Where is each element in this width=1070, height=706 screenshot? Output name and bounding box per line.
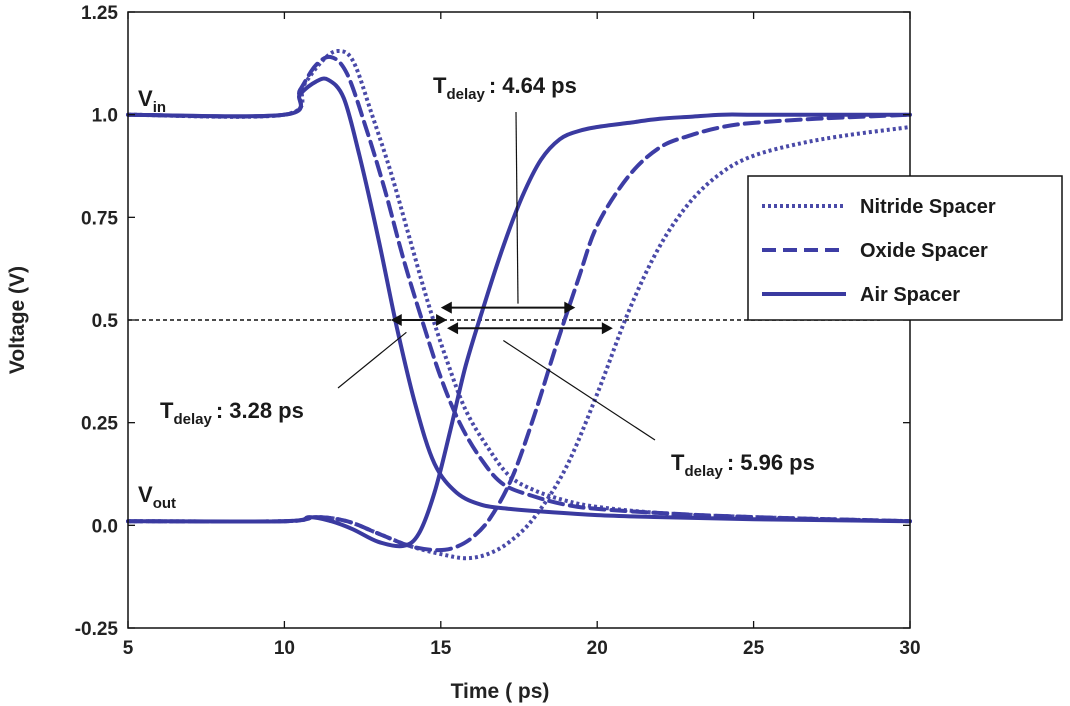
delay-label-main: T (671, 450, 685, 475)
delay-arrow-head-right (564, 301, 576, 314)
delay-arrow-head-right (436, 314, 448, 326)
legend-item: Air Spacer (762, 284, 960, 306)
x-axis-title: Time ( ps) (451, 680, 550, 703)
y-tick-label: 0.25 (81, 414, 118, 435)
delay-label-5-96: Tdelay: 5.96 ps (671, 450, 815, 480)
series-line-vout (126, 112, 912, 553)
series-oxide-spacer (126, 54, 912, 553)
legend-label: Air Spacer (860, 284, 960, 306)
x-tick-label: 15 (430, 638, 452, 659)
y-tick-label: 1.25 (81, 3, 118, 24)
legend-item: Oxide Spacer (762, 240, 988, 262)
delay-label-value: : 4.64 ps (489, 73, 577, 98)
series-line-vout (126, 112, 912, 549)
legend-item: Nitride Spacer (762, 196, 996, 218)
delay-label-3-28: Tdelay: 3.28 ps (160, 398, 304, 428)
delay-label-value: : 5.96 ps (727, 450, 815, 475)
delay-arrow-head-left (447, 322, 459, 335)
y-tick-label: 1.0 (92, 106, 118, 127)
delay-label-4-64: Tdelay: 4.64 ps (433, 73, 577, 103)
x-tick-label: 25 (743, 638, 765, 659)
delay-label-main: T (160, 398, 174, 423)
delay-arrow-3-28 (390, 314, 448, 326)
series-nitride-spacer (127, 48, 911, 561)
y-tick-label: 0.0 (92, 516, 118, 537)
delay-arrow-head-left (390, 314, 402, 326)
curve-label-sub: out (153, 495, 176, 512)
legend-label: Oxide Spacer (860, 240, 988, 262)
delay-label-sub: delay (173, 411, 212, 428)
x-tick-label: 10 (274, 638, 295, 659)
legend: Nitride Spacer Oxide Spacer Air Spacer (747, 175, 1063, 321)
delay-label-sub: delay (446, 86, 485, 103)
delay-arrow-4-64 (440, 301, 576, 314)
delay-arrow-5-96 (447, 322, 613, 335)
delay-pointer-4-64 (515, 111, 519, 304)
x-tick-label: 30 (899, 638, 920, 659)
series-line-vout (127, 125, 911, 561)
x-tick-label: 20 (587, 638, 608, 659)
delay-label-main: T (433, 73, 447, 98)
y-tick-label: 0.75 (81, 208, 118, 229)
vout-label: Vout (138, 482, 176, 512)
legend-label: Nitride Spacer (860, 196, 996, 218)
delay-arrow-head-left (440, 301, 452, 314)
curve-label-main: V (138, 86, 153, 111)
series-air-spacer (126, 76, 912, 549)
delay-pointer-5-96 (503, 340, 656, 441)
y-tick-label: -0.25 (75, 619, 119, 640)
series-layer (126, 48, 912, 561)
y-tick-label: 0.5 (92, 311, 119, 332)
series-line-vin (126, 54, 912, 524)
delay-label-value: : 3.28 ps (216, 398, 304, 423)
vin-label: Vin (138, 86, 166, 116)
delay-label-sub: delay (684, 463, 723, 480)
x-tick-label: 5 (123, 638, 134, 659)
y-axis-title: Voltage (V) (6, 266, 29, 374)
series-line-vin (126, 76, 912, 524)
delay-pointer-3-28 (337, 331, 407, 389)
delay-arrow-head-right (601, 322, 613, 335)
curve-label-main: V (138, 482, 153, 507)
curve-label-sub: in (153, 99, 166, 116)
